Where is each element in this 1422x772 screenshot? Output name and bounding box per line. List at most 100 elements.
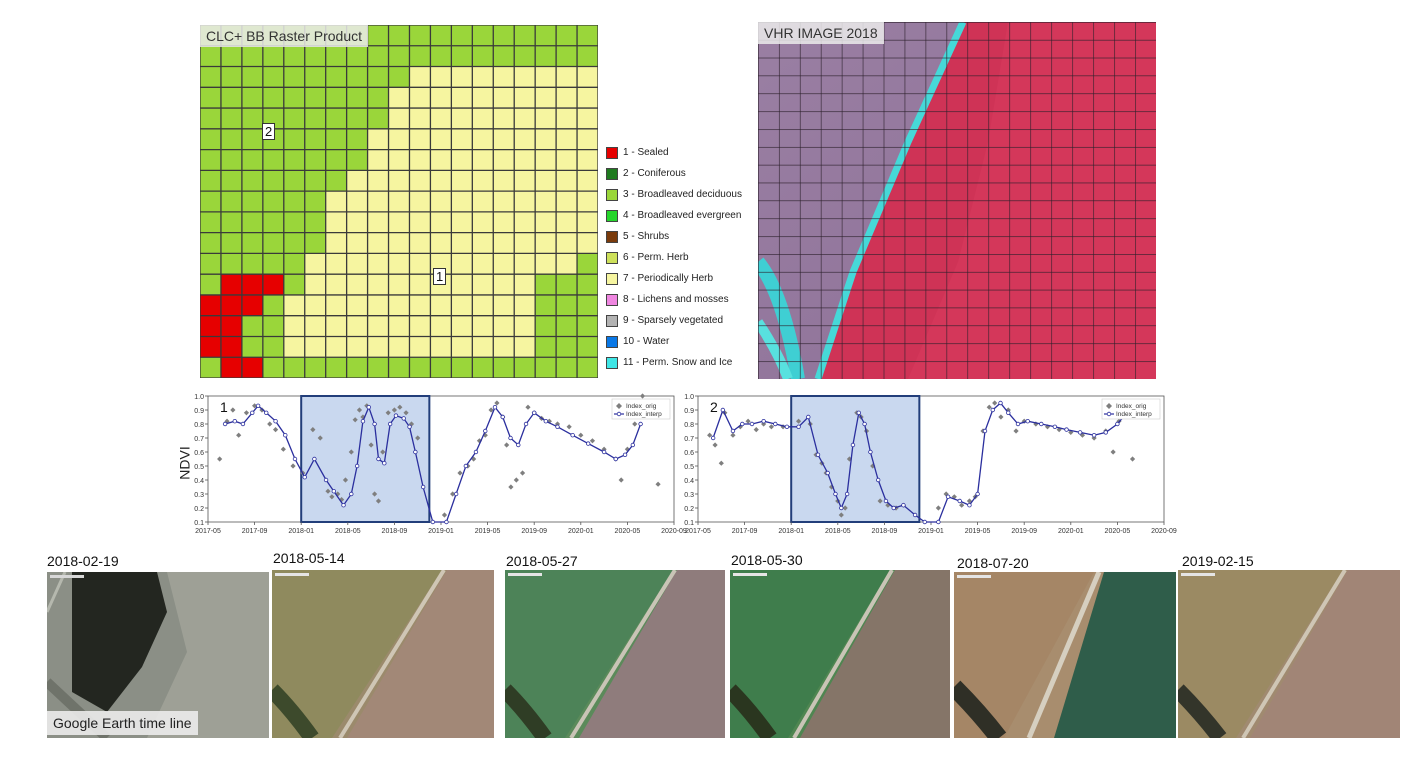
raster-cell [493,45,515,67]
interp-point [839,505,844,511]
interp-point [401,416,406,421]
raster-cell [367,149,389,171]
raster-cell [409,336,431,358]
raster-cell [535,45,557,67]
legend-label: 11 - Perm. Snow and Ice [623,357,733,368]
raster-cell [451,87,473,109]
raster-cell [577,128,598,150]
timeline-date-2: 2018-05-14 [273,550,345,566]
legend-item: 2 - Coniferous [606,163,756,184]
raster-cell [451,108,473,129]
raster-cell [388,191,410,212]
raster-cell [262,170,284,192]
x-tick-label: 2020-05 [615,528,641,535]
raster-cell [451,294,473,316]
interp-point [1025,419,1030,424]
legend-item: 5 - Shrubs [606,226,756,247]
raster-cell [200,149,221,171]
interp-point [630,442,636,448]
interp-point [413,449,418,455]
legend-orig-label: Index_orig [1116,403,1147,410]
raster-cell [514,25,536,46]
raster-cell [283,149,305,171]
raster-cell [430,336,452,358]
raster-cell [200,294,221,316]
raster-cell [325,357,347,378]
orig-point [1110,449,1116,455]
timeline-date-1: 2018-02-19 [47,553,119,569]
raster-cell [472,128,494,150]
raster-cell [514,128,536,150]
interp-point [773,421,778,427]
legend-item: 6 - Perm. Herb [606,247,756,268]
raster-cell [241,149,263,171]
timeline-image-1 [47,572,269,738]
raster-cell [283,108,305,129]
orig-point [325,488,331,494]
raster-cell [241,87,263,109]
raster-cell [430,294,452,316]
raster-cell [283,170,305,192]
raster-cell [262,45,284,67]
raster-cell [220,211,242,233]
legend-label: 10 - Water [623,336,670,347]
raster-cell [514,357,536,378]
y-tick-label: 1.0 [194,394,204,401]
raster-cell [388,357,410,378]
raster-grid [200,25,598,378]
chart-legend [1101,398,1161,420]
interp-point [833,491,838,497]
land-cover-legend: 1 - Sealed 2 - Coniferous 3 - Broadleaved … [606,142,756,373]
cell-marker-1: 1 [433,268,447,285]
orig-point [371,491,378,497]
raster-cell [262,232,284,254]
raster-cell [304,232,326,254]
legend-item: 10 - Water [606,331,756,352]
interp-point [323,477,329,483]
raster-cell [367,191,389,212]
raster-cell [367,66,389,88]
raster-cell [241,336,263,358]
orig-point [877,498,883,504]
raster-cell [346,274,368,295]
raster-cell [556,45,578,67]
raster-cell [535,357,557,378]
raster-cell [241,274,263,295]
raster-cell [430,25,452,46]
chart-panel-label: 1 [220,399,228,415]
raster-cell [451,315,473,337]
interp-point [585,441,591,446]
raster-cell [409,274,431,295]
raster-cell [472,45,494,67]
raster-cell [367,45,389,67]
raster-cell [493,232,515,254]
legend-item: 1 - Sealed [606,142,756,163]
raster-cell [556,294,578,316]
raster-cell [535,66,557,88]
raster-cell [220,128,242,150]
y-tick-label: 0.4 [194,478,204,485]
interp-point [990,407,995,413]
raster-cell [367,108,389,129]
interp-point [749,421,755,427]
raster-cell [577,25,598,46]
raster-cell [451,253,473,275]
raster-cell [325,191,347,212]
raster-cell [325,45,347,67]
interp-point [444,519,449,525]
raster-cell [200,232,221,254]
interp-point [360,419,366,424]
vhr-image [758,22,1156,379]
interp-point [453,491,459,497]
legend-swatch [606,209,618,222]
raster-cell [346,357,368,378]
interp-point [222,421,228,427]
raster-cell [493,253,515,275]
y-tick-label: 0.2 [684,506,694,513]
raster-cell [200,45,221,67]
raster-cell [556,87,578,109]
raster-cell [346,87,368,109]
interp-point [232,419,237,424]
raster-cell [514,253,536,275]
raster-cell [200,128,221,150]
